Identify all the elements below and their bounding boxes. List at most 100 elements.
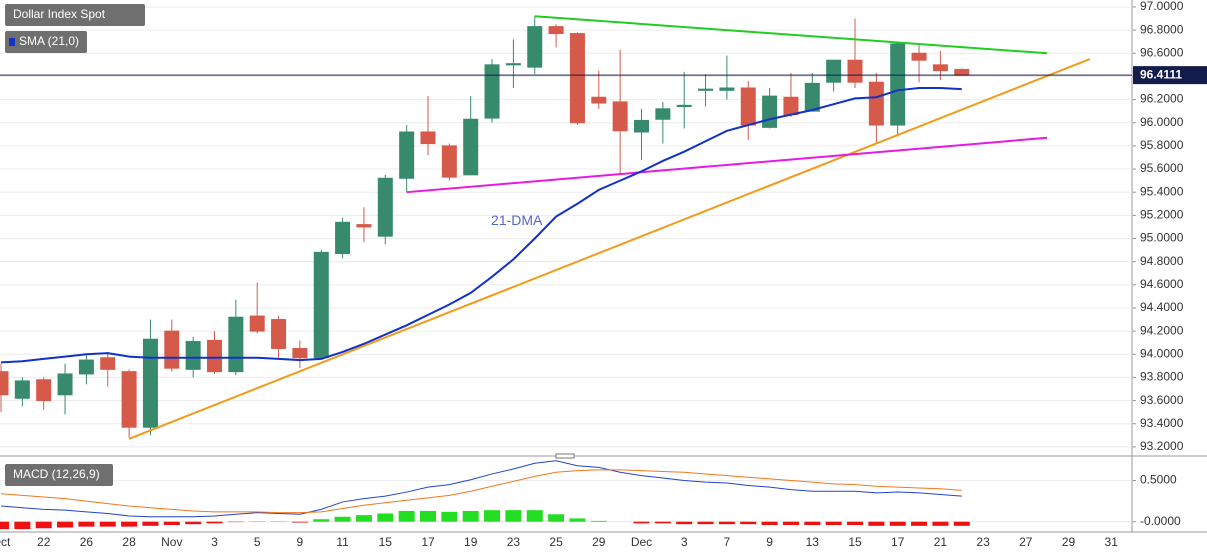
x-tick-label: 27 <box>1019 535 1033 549</box>
candle-body <box>228 316 244 373</box>
x-tick-label: 17 <box>421 535 435 549</box>
trendline <box>128 58 1091 440</box>
sma-line <box>0 86 962 364</box>
x-tick-label: 15 <box>379 535 393 549</box>
legend-label: SMA (21,0) <box>19 34 79 48</box>
histogram-bar <box>932 521 949 526</box>
histogram-bar <box>206 521 223 524</box>
x-tick-label: 3 <box>681 535 688 549</box>
candle-body <box>719 87 735 91</box>
y-tick-label: 97.0000 <box>1140 0 1184 13</box>
x-tick-label: 13 <box>806 535 820 549</box>
histogram-bar <box>505 510 522 522</box>
histogram-bar <box>633 521 650 524</box>
candle-body <box>399 131 415 179</box>
x-tick-label: 23 <box>976 535 990 549</box>
x-tick-label: 11 <box>336 535 349 549</box>
histogram-bar <box>0 521 9 530</box>
macd-line <box>0 469 962 514</box>
x-tick-label: 26 <box>80 535 94 549</box>
candle-body <box>420 131 436 145</box>
candle-body <box>698 88 714 91</box>
legend-label: Dollar Index Spot <box>13 7 106 21</box>
candle-body <box>762 95 778 128</box>
last-price-box <box>1133 66 1207 85</box>
candle-body <box>142 338 158 428</box>
histogram-bar <box>761 521 778 525</box>
y-tick-label: 94.4000 <box>1140 300 1184 314</box>
legend-marker <box>9 38 15 46</box>
candle-body <box>505 63 521 66</box>
candle-body <box>783 96 799 116</box>
histogram-bar <box>868 521 885 526</box>
trendline <box>406 136 1048 194</box>
histogram-bar <box>142 521 159 526</box>
histogram-bar <box>889 521 906 526</box>
histogram-bar <box>355 515 372 522</box>
candle-body <box>185 341 201 370</box>
histogram-bar <box>313 519 330 522</box>
candle-body <box>164 330 180 369</box>
histogram-bar <box>697 521 714 525</box>
histogram-bar <box>590 520 607 522</box>
x-tick-label: 9 <box>766 535 773 549</box>
y-tick-label: 94.0000 <box>1140 346 1184 360</box>
histogram-bar <box>377 513 394 522</box>
histogram-bar <box>35 521 52 529</box>
x-tick-label: Dec <box>631 535 652 549</box>
candle-body <box>14 380 30 399</box>
panel-splitter <box>555 453 575 459</box>
histogram-bar <box>121 521 138 527</box>
histogram-bar <box>484 510 501 522</box>
y-tick-label: 93.2000 <box>1140 439 1184 453</box>
y-tick-label: 95.6000 <box>1140 161 1184 175</box>
candle-body <box>890 43 906 126</box>
x-tick-label: Oct <box>0 535 11 549</box>
candle-body <box>826 59 842 83</box>
candle-body <box>313 251 329 359</box>
candle-body <box>591 96 607 104</box>
candle-body <box>932 64 948 72</box>
y-tick-label: 95.0000 <box>1140 231 1184 245</box>
y-tick-label: 96.6000 <box>1140 45 1184 59</box>
histogram-bar <box>185 521 202 525</box>
histogram-bar <box>911 521 928 526</box>
histogram-bar <box>548 514 565 522</box>
y-tick-label: -0.0000 <box>1140 514 1181 528</box>
candle-body <box>954 68 970 76</box>
candle-body <box>804 82 820 112</box>
candle-body <box>548 26 564 35</box>
candle-body <box>57 373 73 396</box>
x-tick-label: Nov <box>161 535 182 549</box>
last-price-label: 96.4111 <box>1140 67 1182 81</box>
candle-body <box>847 59 863 83</box>
candle-body <box>868 81 884 126</box>
y-tick-label: 96.2000 <box>1140 92 1184 106</box>
histogram-bar <box>441 511 458 522</box>
y-tick-label: 93.6000 <box>1140 393 1184 407</box>
histogram-bar <box>569 518 586 522</box>
x-tick-label: 23 <box>507 535 521 549</box>
y-tick-label: 96.0000 <box>1140 115 1184 129</box>
histogram-bar <box>420 511 436 522</box>
histogram-bar <box>57 521 74 528</box>
candle-body <box>100 357 116 370</box>
histogram-bar <box>804 521 821 525</box>
histogram-bar <box>953 521 970 526</box>
candle-body <box>356 224 372 228</box>
candle-body <box>676 104 692 108</box>
histogram-bar <box>654 521 671 524</box>
x-tick-label: 3 <box>211 535 218 549</box>
candle-body <box>78 359 94 375</box>
candle-body <box>207 339 222 373</box>
histogram-bar <box>163 521 180 525</box>
x-tick-label: 29 <box>592 535 606 549</box>
histogram-bar <box>78 521 95 527</box>
x-tick-label: 22 <box>37 535 51 549</box>
y-tick-label: 95.2000 <box>1140 208 1184 222</box>
legend-box <box>5 31 87 53</box>
histogram-bar <box>398 511 415 522</box>
candle-body <box>527 26 543 68</box>
histogram-bar <box>676 521 693 525</box>
